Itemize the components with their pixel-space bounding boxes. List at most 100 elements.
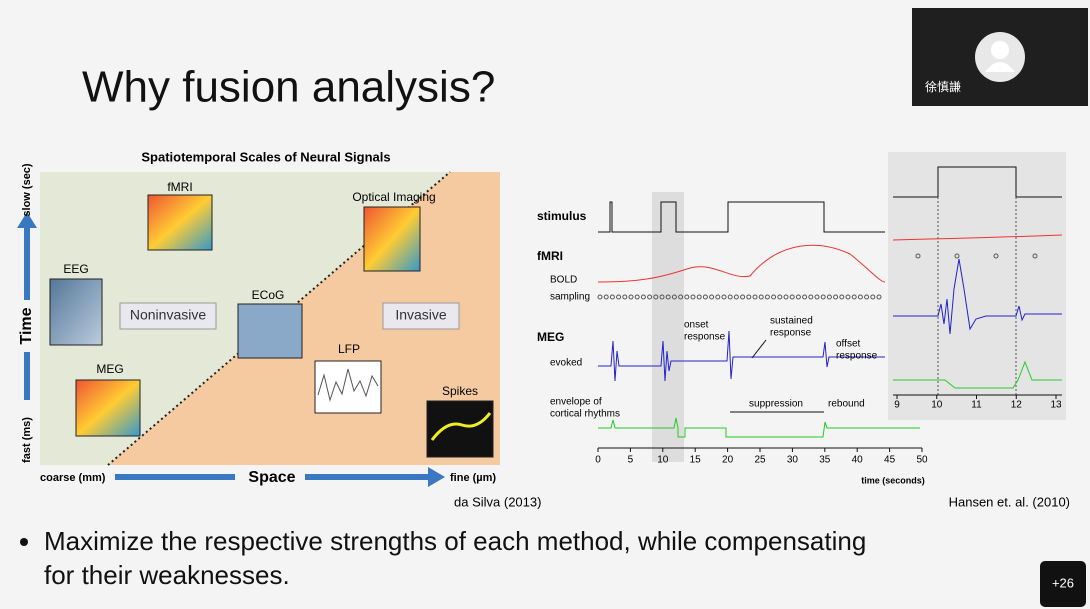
- label: Invasive: [395, 307, 447, 323]
- credit: Hansen et. al. (2010): [949, 494, 1070, 509]
- annotation: response: [684, 332, 726, 343]
- x-tick-label: 35: [819, 455, 831, 466]
- sample-dot: [864, 294, 870, 300]
- sample-dot: [715, 294, 721, 300]
- sample-dot: [783, 294, 789, 300]
- x-tick-label: 30: [787, 455, 799, 466]
- inset-tick-label: 11: [971, 400, 982, 411]
- y-top: slow (sec): [21, 163, 33, 217]
- label: Noninvasive: [130, 307, 206, 323]
- sample-dot: [616, 294, 622, 300]
- sample-dot: [820, 294, 826, 300]
- sample-dot: [771, 294, 777, 300]
- x-right: fine (µm): [450, 472, 496, 484]
- bullet-text: Maximize the respective strengths of eac…: [44, 526, 866, 556]
- sample-dot: [808, 294, 814, 300]
- sample-dot: [777, 294, 783, 300]
- sample-dot: [690, 294, 696, 300]
- sample-dot: [839, 294, 845, 300]
- participant-tile[interactable]: 徐慎謙: [912, 8, 1088, 106]
- x-tick-label: 45: [884, 455, 896, 466]
- label: ECoG: [252, 288, 285, 302]
- label: Optical Imaging: [352, 190, 435, 204]
- sample-dot: [603, 294, 609, 300]
- x-tick-label: 25: [754, 455, 766, 466]
- row-label: envelope of: [550, 397, 602, 408]
- overflow-badge[interactable]: +26: [1040, 561, 1086, 607]
- label: Spikes: [442, 384, 478, 398]
- label: fMRI: [167, 180, 192, 194]
- sample-dot: [671, 294, 677, 300]
- sample-dot: [826, 294, 832, 300]
- annotation: sustained: [770, 316, 813, 327]
- sample-dot: [857, 294, 863, 300]
- sample-dot: [795, 294, 801, 300]
- fig-title: Spatiotemporal Scales of Neural Signals: [141, 149, 390, 164]
- bullet-dot: [20, 538, 28, 546]
- y-bottom: fast (ms): [21, 417, 33, 463]
- sample-dot: [727, 294, 733, 300]
- sample-dot: [851, 294, 857, 300]
- sample-dot: [597, 294, 603, 300]
- sample-dot: [628, 294, 634, 300]
- sample-dot: [702, 294, 708, 300]
- sample-dot: [789, 294, 795, 300]
- sample-dot: [764, 294, 770, 300]
- sample-dot: [845, 294, 851, 300]
- inset-tick-label: 9: [894, 400, 900, 411]
- x-tick-label: 10: [657, 455, 669, 466]
- row-label: fMRI: [537, 249, 563, 263]
- sample-dot: [696, 294, 702, 300]
- x-tick-label: 20: [722, 455, 734, 466]
- sample-dot: [814, 294, 820, 300]
- sample-dot: [733, 294, 739, 300]
- sample-dot: [870, 294, 876, 300]
- row-label: BOLD: [550, 275, 577, 286]
- sample-dot: [758, 294, 764, 300]
- x-axis: Space: [248, 469, 295, 486]
- annotation: suppression: [749, 399, 803, 410]
- inset-tick-label: 13: [1050, 400, 1062, 411]
- inset-tick-label: 10: [931, 400, 943, 411]
- overflow-count: +26: [1052, 575, 1074, 590]
- sample-dot: [665, 294, 671, 300]
- left-figure: Spatiotemporal Scales of Neural Signals …: [17, 149, 541, 509]
- sample-dot: [709, 294, 715, 300]
- sample-dot: [609, 294, 615, 300]
- bullet-text: for their weaknesses.: [44, 560, 290, 590]
- slide-title: Why fusion analysis?: [82, 63, 495, 112]
- label: LFP: [338, 342, 360, 356]
- x-tick-label: 40: [852, 455, 864, 466]
- inset-tick-label: 12: [1011, 400, 1023, 411]
- x-left: coarse (mm): [40, 472, 106, 484]
- sample-dot: [634, 294, 640, 300]
- annotation: response: [836, 351, 878, 362]
- sample-dot: [752, 294, 758, 300]
- row-label: stimulus: [537, 209, 587, 223]
- credit: da Silva (2013): [454, 494, 541, 509]
- sample-dot: [746, 294, 752, 300]
- row-label: cortical rhythms: [550, 409, 620, 420]
- x-tick-label: 5: [628, 455, 634, 466]
- label: MEG: [96, 362, 123, 376]
- x-tick-label: 50: [916, 455, 928, 466]
- sample-dot: [740, 294, 746, 300]
- x-tick-label: 0: [595, 455, 601, 466]
- right-figure: stimulus fMRI BOLD sampling MEG evoked e…: [537, 152, 1070, 509]
- row-label: sampling: [550, 292, 590, 303]
- sample-dot: [653, 294, 659, 300]
- sample-dot: [802, 294, 808, 300]
- sample-dot: [678, 294, 684, 300]
- row-label: evoked: [550, 358, 582, 369]
- sample-dot: [721, 294, 727, 300]
- label: EEG: [63, 262, 88, 276]
- sample-dot: [876, 294, 882, 300]
- sample-dot: [647, 294, 653, 300]
- y-axis: Time: [18, 307, 35, 344]
- x-label: time (seconds): [861, 475, 925, 485]
- sample-dot: [622, 294, 628, 300]
- sample-dot: [684, 294, 690, 300]
- annotation: onset: [684, 320, 709, 331]
